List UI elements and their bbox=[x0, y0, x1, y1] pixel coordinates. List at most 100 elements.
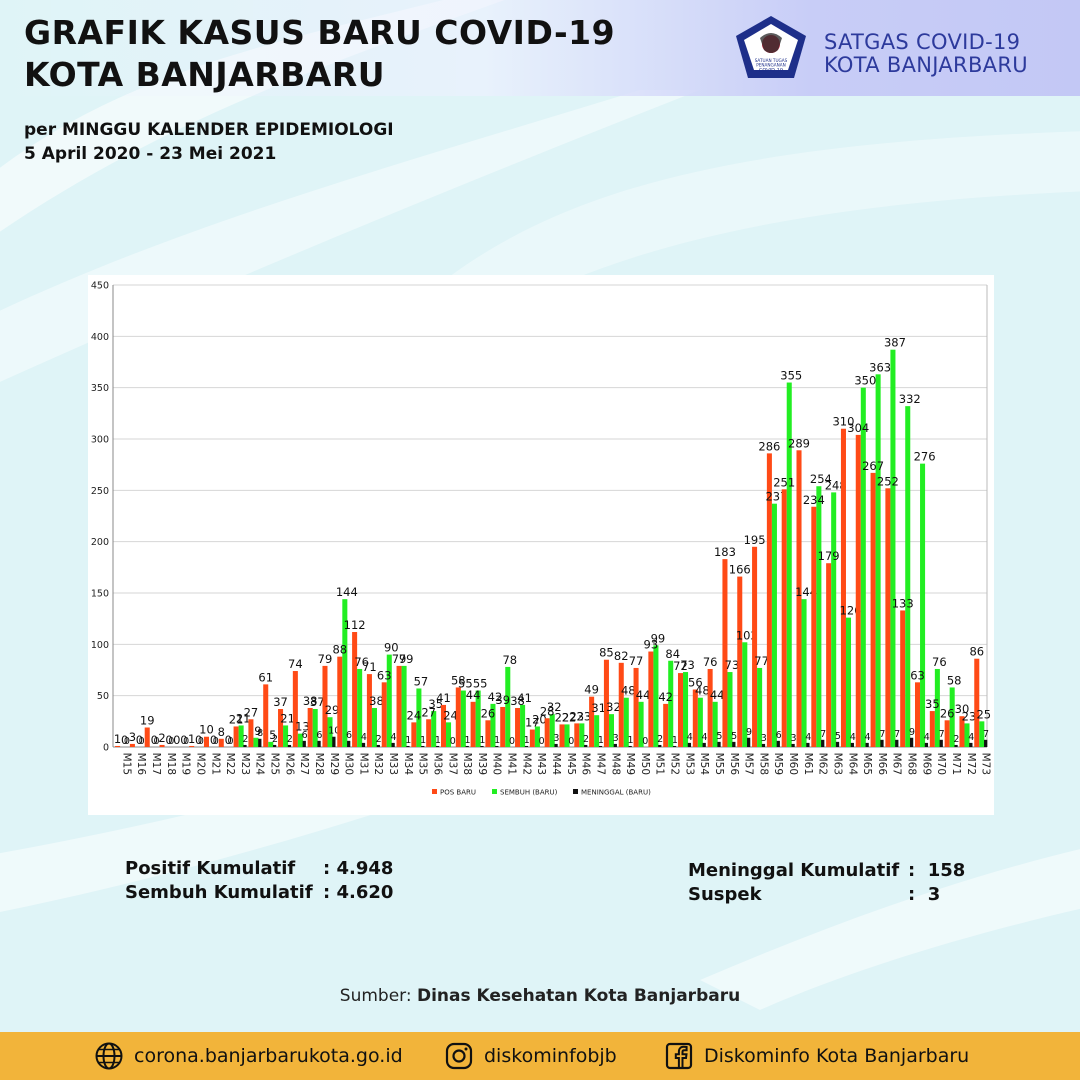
y-tick-label-250: 250 bbox=[91, 486, 109, 497]
label-pos-baru-M73: 86 bbox=[969, 645, 984, 659]
bar-meninggal-M61 bbox=[806, 742, 810, 747]
bar-meninggal-M66 bbox=[880, 739, 884, 747]
bar-sembuh-M44 bbox=[549, 714, 555, 747]
bar-meninggal-M64 bbox=[850, 742, 854, 747]
bar-sembuh-M56 bbox=[727, 672, 733, 747]
label-meninggal-M65: 4 bbox=[865, 732, 871, 743]
footer-instagram[interactable]: diskominfobjb bbox=[444, 1041, 617, 1071]
bar-meninggal-M34 bbox=[406, 745, 410, 747]
label-pos-baru-M20: 1 bbox=[188, 732, 195, 746]
bar-pos-baru-M52 bbox=[663, 703, 669, 747]
bar-pos-baru-M45 bbox=[559, 724, 565, 747]
header-band bbox=[0, 0, 1080, 96]
x-tick-label-M42: M42 bbox=[520, 753, 532, 775]
bar-sembuh-M30 bbox=[342, 599, 348, 747]
label-sembuh-M35: 57 bbox=[414, 674, 429, 688]
bar-meninggal-M55 bbox=[717, 741, 721, 747]
label-meninggal-M29: 10 bbox=[328, 726, 340, 737]
title-line-1: GRAFIK KASUS BARU COVID-19 bbox=[24, 13, 616, 52]
bar-sembuh-M35 bbox=[416, 688, 422, 747]
legend-swatch-bar-meninggal bbox=[573, 789, 578, 794]
bar-meninggal-M25 bbox=[272, 744, 277, 747]
bar-meninggal-M36 bbox=[435, 745, 440, 747]
label-meninggal-M35: 1 bbox=[420, 735, 426, 746]
label-meninggal-M41: 0 bbox=[509, 736, 515, 747]
source-prefix: Sumber: bbox=[339, 986, 417, 1006]
bar-pos-baru-M30 bbox=[337, 656, 343, 747]
label-sembuh-M22: 0 bbox=[225, 733, 232, 747]
bar-sembuh-M65 bbox=[860, 387, 866, 747]
bar-sembuh-M67 bbox=[890, 349, 896, 747]
label-sembuh-M26: 21 bbox=[280, 711, 295, 725]
label-meninggal-M20: 0 bbox=[198, 736, 204, 747]
bar-sembuh-M69 bbox=[920, 463, 926, 747]
label-meninggal-M64: 4 bbox=[850, 732, 856, 743]
label-pos-baru-M28: 38 bbox=[303, 694, 318, 708]
label-sembuh-M69: 276 bbox=[914, 450, 936, 464]
bar-sembuh-M43 bbox=[534, 726, 540, 747]
x-tick-label-M64: M64 bbox=[846, 753, 858, 776]
label-pos-baru-M35: 24 bbox=[407, 708, 422, 722]
x-tick-label-M62: M62 bbox=[817, 753, 829, 775]
bar-sembuh-M42 bbox=[520, 704, 526, 747]
label-pos-baru-M17: 19 bbox=[140, 713, 155, 727]
bar-sembuh-M58 bbox=[757, 667, 763, 747]
label-sembuh-M15: 0 bbox=[121, 733, 128, 747]
stat-suspek: Suspek : 3 bbox=[688, 883, 965, 907]
y-tick-label-50: 50 bbox=[97, 691, 109, 702]
footer-website[interactable]: corona.banjarbarukota.go.id bbox=[94, 1041, 403, 1071]
label-sembuh-M28: 37 bbox=[310, 695, 325, 709]
bar-sembuh-M38 bbox=[460, 690, 466, 747]
bar-meninggal-M32 bbox=[376, 744, 380, 747]
x-tick-label-M36: M36 bbox=[431, 753, 443, 776]
label-meninggal-M66: 7 bbox=[879, 729, 885, 740]
label-pos-baru-M69: 63 bbox=[910, 668, 925, 682]
label-sembuh-M19: 0 bbox=[180, 733, 187, 747]
bar-sembuh-M53 bbox=[683, 672, 689, 747]
bar-meninggal-M68 bbox=[909, 737, 914, 747]
label-meninggal-M40: 1 bbox=[494, 735, 500, 746]
label-meninggal-M45: 0 bbox=[568, 736, 574, 747]
label-sembuh-M44: 32 bbox=[547, 700, 562, 714]
stat-meninggal-value: : 158 bbox=[908, 860, 966, 881]
bar-sembuh-M62 bbox=[816, 486, 822, 747]
label-meninggal-M31: 4 bbox=[361, 732, 367, 743]
label-meninggal-M51: 2 bbox=[657, 734, 663, 745]
label-pos-baru-M15: 1 bbox=[114, 732, 121, 746]
label-sembuh-M34: 79 bbox=[399, 652, 414, 666]
x-tick-label-M71: M71 bbox=[950, 753, 962, 775]
label-sembuh-M50: 44 bbox=[636, 688, 651, 702]
x-tick-label-M31: M31 bbox=[357, 753, 369, 775]
label-pos-baru-M37: 41 bbox=[436, 691, 451, 705]
bar-pos-baru-M67 bbox=[885, 488, 891, 747]
bar-sembuh-M48 bbox=[608, 714, 614, 747]
label-meninggal-M22: 0 bbox=[228, 736, 234, 747]
x-tick-label-M24: M24 bbox=[254, 753, 266, 776]
footer-facebook[interactable]: Diskominfo Kota Banjarbaru bbox=[664, 1041, 969, 1071]
label-meninggal-M49: 1 bbox=[627, 735, 633, 746]
label-meninggal-M70: 7 bbox=[939, 729, 945, 740]
x-tick-label-M67: M67 bbox=[891, 753, 903, 775]
bar-sembuh-M45 bbox=[564, 724, 570, 747]
label-pos-baru-M41: 39 bbox=[495, 693, 510, 707]
x-tick-label-M72: M72 bbox=[965, 753, 977, 775]
label-meninggal-M60: 3 bbox=[790, 733, 796, 744]
bar-sembuh-M73 bbox=[979, 721, 985, 747]
label-pos-baru-M21: 10 bbox=[199, 723, 214, 737]
x-tick-label-M69: M69 bbox=[920, 753, 932, 775]
label-sembuh-M48: 32 bbox=[606, 700, 621, 714]
label-meninggal-M18: 0 bbox=[168, 736, 174, 747]
y-tick-label-300: 300 bbox=[91, 435, 109, 446]
label-sembuh-M47: 31 bbox=[591, 701, 606, 715]
legend-label-bar-pos-baru: POS BARU bbox=[440, 789, 476, 797]
label-sembuh-M66: 363 bbox=[869, 360, 891, 374]
label-pos-baru-M19: 0 bbox=[173, 733, 180, 747]
bar-pos-baru-M71 bbox=[944, 720, 950, 747]
label-sembuh-M46: 23 bbox=[577, 709, 592, 723]
bar-pos-baru-M16 bbox=[129, 743, 135, 747]
bar-meninggal-M31 bbox=[361, 742, 366, 747]
legend-swatch-bar-sembuh bbox=[492, 789, 497, 794]
footer-instagram-text: diskominfobjb bbox=[484, 1045, 617, 1067]
label-pos-baru-M33: 63 bbox=[377, 668, 392, 682]
